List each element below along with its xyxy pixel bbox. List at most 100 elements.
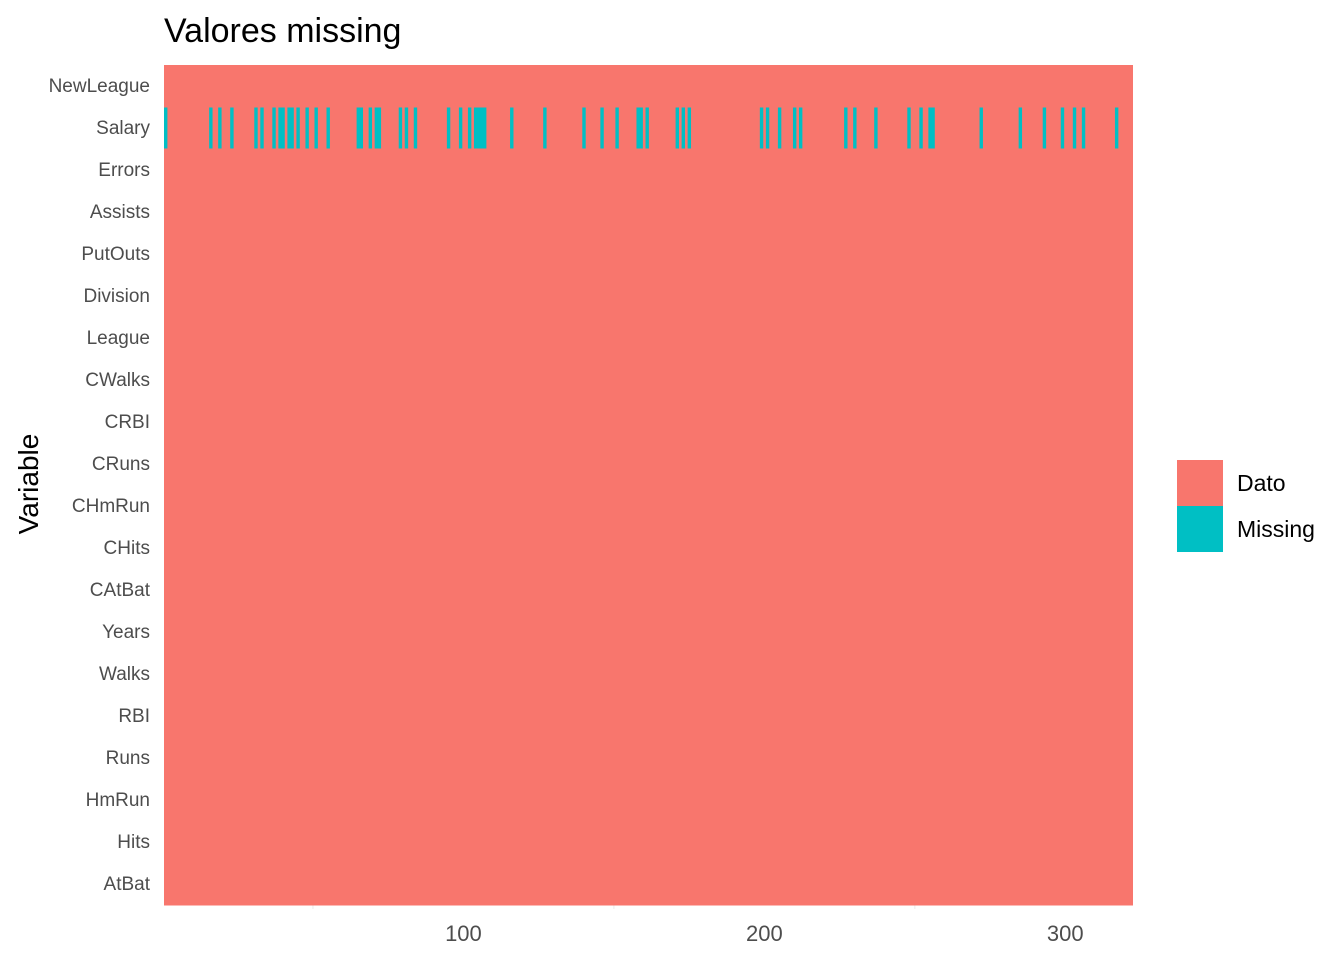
missing-tile-salary bbox=[290, 107, 294, 149]
missing-tile-salary bbox=[218, 107, 222, 149]
tile-row-crbi bbox=[164, 401, 1133, 444]
y-tick-label: Division bbox=[83, 286, 150, 307]
missing-tile-salary bbox=[853, 107, 857, 149]
missing-tile-salary bbox=[398, 107, 403, 149]
missing-tile-salary bbox=[639, 107, 643, 149]
missing-tile-salary bbox=[681, 107, 686, 149]
missing-tile-salary bbox=[230, 107, 234, 149]
missing-tile-salary bbox=[164, 107, 168, 149]
missing-tile-salary bbox=[1072, 107, 1077, 149]
missing-tile-salary bbox=[446, 107, 451, 149]
missing-tile-salary bbox=[374, 107, 379, 149]
x-tick-label: 300 bbox=[1047, 921, 1084, 946]
y-tick-label: CRuns bbox=[92, 454, 150, 475]
y-tick-label: Walks bbox=[99, 664, 150, 685]
tile-row-hmrun bbox=[164, 779, 1133, 822]
missing-tile-salary bbox=[759, 107, 764, 149]
y-tick-label: NewLeague bbox=[49, 76, 150, 97]
missing-tile-salary bbox=[792, 107, 797, 149]
tile-row-division bbox=[164, 275, 1133, 318]
missing-tile-salary bbox=[305, 107, 309, 149]
missing-tile-salary bbox=[582, 107, 586, 149]
missing-tile-salary bbox=[404, 107, 409, 149]
missing-tile-salary bbox=[636, 107, 640, 149]
tile-row-chmrun bbox=[164, 485, 1133, 528]
tile-row-cruns bbox=[164, 443, 1133, 486]
missing-tile-salary bbox=[356, 107, 361, 149]
missing-tile-salary bbox=[931, 107, 935, 149]
tile-row-years bbox=[164, 611, 1133, 654]
missing-tile-salary bbox=[874, 107, 878, 149]
missing-tile-salary bbox=[254, 107, 258, 149]
tile-row-hits bbox=[164, 821, 1133, 864]
missing-tile-salary bbox=[272, 107, 276, 149]
missing-tile-salary bbox=[687, 107, 692, 149]
y-tick-label: Errors bbox=[98, 160, 150, 181]
missing-tile-salary bbox=[675, 107, 679, 149]
missing-tile-salary bbox=[844, 107, 848, 149]
y-tick-label: CHmRun bbox=[72, 496, 150, 517]
missing-tile-salary bbox=[645, 107, 649, 149]
tile-row-league bbox=[164, 317, 1133, 360]
missing-tile-salary bbox=[368, 107, 373, 149]
y-tick-label: Salary bbox=[96, 118, 150, 139]
tile-row-newleague bbox=[164, 65, 1133, 108]
missing-tile-salary bbox=[281, 107, 285, 149]
tile-row-putouts bbox=[164, 233, 1133, 276]
missing-tile-salary bbox=[600, 107, 604, 149]
y-tick-label: AtBat bbox=[104, 874, 151, 895]
y-tick-label: PutOuts bbox=[81, 244, 150, 265]
legend-swatch-dato bbox=[1177, 460, 1223, 506]
missing-tile-salary bbox=[467, 107, 472, 149]
missing-tile-salary bbox=[278, 107, 282, 149]
missing-tile-salary bbox=[326, 107, 330, 149]
y-tick-label: CWalks bbox=[85, 370, 150, 391]
legend-label-dato: Dato bbox=[1237, 470, 1286, 496]
y-tick-label: CRBI bbox=[105, 412, 150, 433]
missing-tile-salary bbox=[1018, 107, 1023, 149]
legend-label-missing: Missing bbox=[1237, 516, 1315, 542]
tile-row-catbat bbox=[164, 569, 1133, 612]
x-tick-label: 100 bbox=[445, 921, 482, 946]
missing-tile-salary bbox=[482, 107, 487, 149]
y-tick-label: Years bbox=[102, 622, 150, 643]
missing-tile-salary bbox=[919, 107, 923, 149]
legend-swatch-missing bbox=[1177, 506, 1223, 552]
missing-tile-salary bbox=[928, 107, 932, 149]
missing-tile-salary bbox=[907, 107, 911, 149]
missing-tile-salary bbox=[510, 107, 514, 149]
y-tick-label: Hits bbox=[117, 832, 150, 853]
missing-tile-salary bbox=[296, 107, 300, 149]
missing-tile-salary bbox=[1060, 107, 1065, 149]
missing-tile-salary bbox=[765, 107, 770, 149]
missing-tile-salary bbox=[287, 107, 291, 149]
missing-tile-salary bbox=[209, 107, 213, 149]
y-tick-label: CHits bbox=[104, 538, 150, 559]
tile-row-atbat bbox=[164, 863, 1133, 906]
y-axis-label: Variable bbox=[13, 434, 44, 535]
missing-tile-salary bbox=[413, 107, 418, 149]
missing-tile-salary bbox=[1042, 107, 1047, 149]
missing-tile-salary bbox=[314, 107, 318, 149]
y-tick-label: RBI bbox=[118, 706, 150, 727]
y-tick-label: League bbox=[87, 328, 150, 349]
plot-area: NewLeague Salary Errors Assists PutOuts Divis… bbox=[49, 65, 1133, 946]
tile-row-errors bbox=[164, 149, 1133, 192]
missing-tile-salary bbox=[377, 107, 382, 149]
missing-tile-salary bbox=[543, 107, 547, 149]
missing-tile-salary bbox=[479, 107, 484, 149]
tile-row-runs bbox=[164, 737, 1133, 780]
missing-tile-salary bbox=[1114, 107, 1119, 149]
missing-tile-salary bbox=[979, 107, 983, 149]
x-tick-label: 200 bbox=[746, 921, 783, 946]
tile-row-assists bbox=[164, 191, 1133, 234]
y-tick-label: Assists bbox=[90, 202, 150, 223]
y-tick-label: Runs bbox=[106, 748, 150, 769]
y-tick-label: HmRun bbox=[86, 790, 150, 811]
tile-row-cwalks bbox=[164, 359, 1133, 402]
missing-tile-salary bbox=[476, 107, 481, 149]
tile-row-chits bbox=[164, 527, 1133, 570]
chart-title: Valores missing bbox=[164, 12, 401, 50]
y-tick-label: CAtBat bbox=[90, 580, 151, 601]
